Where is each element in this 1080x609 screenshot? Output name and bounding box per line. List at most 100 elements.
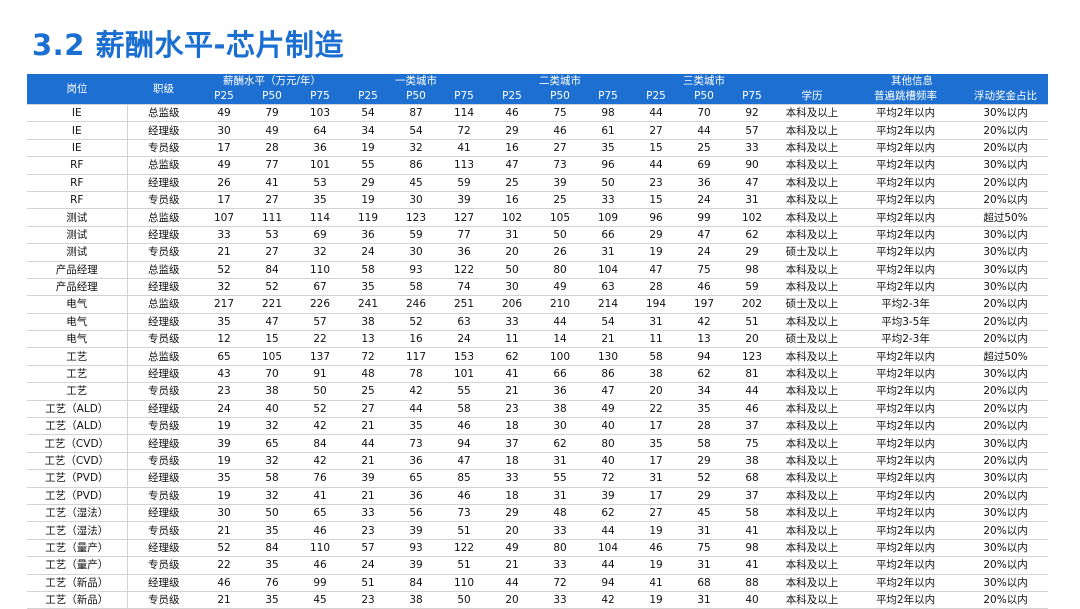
tier2-p25-cell: 21 [488, 382, 537, 401]
tier1-p50-cell: 73 [392, 434, 441, 453]
tier3-p25-cell: 44 [632, 156, 681, 175]
tier3-p50-cell: 94 [680, 347, 729, 366]
bonus-ratio-cell: 超过50% [963, 208, 1049, 227]
base-p75-cell: 99 [296, 574, 345, 592]
table-row: 产品经理 总监级 52 84 110 58 93 122 50 80 104 47 75 98 本科及以上平… [27, 261, 1049, 279]
tier3-p50-cell: 25 [680, 139, 729, 158]
base-p50-cell: 40 [248, 400, 296, 419]
job-hop-cell: 平均2年以内 [848, 121, 964, 140]
job-hop-cell: 平均2年以内 [848, 469, 964, 488]
tier1-p25-cell: 119 [344, 208, 393, 227]
tier1-p75-cell: 59 [440, 174, 489, 192]
header-p50: P50 [248, 89, 296, 105]
education-cell: 本科及以上 [776, 556, 849, 575]
job-hop-cell: 平均2年以内 [848, 347, 964, 366]
tier1-p25-cell: 25 [344, 382, 393, 401]
table-row: 工艺 专员级 23 38 50 25 42 55 21 36 47 20 34 44 本科及以上 平均2年以内… [27, 382, 1049, 401]
job-hop-cell: 平均2年以内 [848, 539, 964, 558]
role-cell: RF [27, 174, 128, 192]
tier1-p25-cell: 72 [344, 347, 393, 366]
tier3-p25-cell: 27 [632, 504, 681, 523]
tier1-p50-cell: 36 [392, 487, 441, 505]
education-cell: 本科及以上 [776, 400, 849, 419]
base-p75-cell: 57 [296, 313, 345, 332]
level-cell: 总监级 [127, 208, 200, 227]
level-cell: 总监级 [127, 103, 200, 123]
base-p75-cell: 22 [296, 330, 345, 349]
bonus-ratio-cell: 30%以内 [963, 539, 1049, 558]
tier1-p50-cell: 39 [392, 556, 441, 575]
tier3-p50-cell: 52 [680, 469, 729, 488]
tier1-p75-cell: 73 [440, 504, 489, 523]
tier2-p50-cell: 50 [536, 226, 585, 245]
tier3-p75-cell: 40 [728, 591, 777, 609]
base-p50-cell: 77 [248, 156, 296, 175]
table-row: 电气 总监级 217 221 226 241 246 251 206 210 214 194 197 20… [27, 295, 1049, 314]
tier3-p25-cell: 44 [632, 103, 681, 123]
job-hop-cell: 平均2年以内 [848, 365, 964, 384]
table-row: 工艺 经理级 43 70 91 48 78 101 41 66 86 38 62 81 本科及以上 平均2年以… [27, 365, 1049, 384]
bonus-ratio-cell: 20%以内 [963, 417, 1049, 436]
base-p25-cell: 35 [200, 313, 248, 332]
bonus-ratio-cell: 20%以内 [963, 400, 1049, 419]
table-row: RF 总监级 49 77 101 55 86 113 47 73 96 44 69 90 本科及以上 平均2年… [27, 156, 1049, 175]
tier1-p75-cell: 50 [440, 591, 489, 609]
tier1-p25-cell: 38 [344, 313, 393, 332]
tier3-p75-cell: 41 [728, 556, 777, 575]
bonus-ratio-cell: 30%以内 [963, 504, 1049, 523]
tier2-p75-cell: 66 [584, 226, 633, 245]
tier3-p75-cell: 62 [728, 226, 777, 245]
tier2-p50-cell: 55 [536, 469, 585, 488]
base-p50-cell: 47 [248, 313, 296, 332]
level-cell: 经理级 [127, 278, 200, 297]
tier2-p75-cell: 49 [584, 400, 633, 419]
tier2-p25-cell: 44 [488, 574, 537, 592]
tier3-p25-cell: 29 [632, 226, 681, 245]
tier2-p50-cell: 105 [536, 208, 585, 227]
tier2-p25-cell: 49 [488, 539, 537, 558]
tier2-p75-cell: 80 [584, 434, 633, 453]
table-row: 电气 专员级 12 15 22 13 16 24 11 14 21 11 13 20 硕士及以上 平均2-3年… [27, 330, 1049, 349]
tier2-p75-cell: 44 [584, 556, 633, 575]
tier3-p75-cell: 31 [728, 191, 777, 210]
tier2-p25-cell: 16 [488, 139, 537, 158]
base-p75-cell: 91 [296, 365, 345, 384]
tier1-p50-cell: 87 [392, 103, 441, 123]
education-cell: 本科及以上 [776, 156, 849, 175]
base-p50-cell: 84 [248, 261, 296, 279]
tier1-p25-cell: 36 [344, 226, 393, 245]
job-hop-cell: 平均2年以内 [848, 382, 964, 401]
tier1-p50-cell: 39 [392, 521, 441, 540]
level-cell: 经理级 [127, 313, 200, 332]
tier1-p75-cell: 113 [440, 156, 489, 175]
base-p75-cell: 137 [296, 347, 345, 366]
education-cell: 本科及以上 [776, 591, 849, 609]
level-cell: 专员级 [127, 243, 200, 262]
tier2-p75-cell: 94 [584, 574, 633, 592]
header-p25: P25 [344, 89, 393, 105]
table-row: 工艺（量产） 经理级 52 84 110 57 93 122 49 80 104 46 75 98 本科及以… [27, 539, 1049, 558]
tier1-p25-cell: 13 [344, 330, 393, 349]
tier3-p25-cell: 19 [632, 243, 681, 262]
tier1-p50-cell: 65 [392, 469, 441, 488]
tier1-p75-cell: 63 [440, 313, 489, 332]
tier2-p75-cell: 109 [584, 208, 633, 227]
table-row: 工艺（新品） 专员级 21 35 45 23 38 50 20 33 42 19 31 40 本科及以上 平均… [27, 591, 1049, 609]
base-p50-cell: 35 [248, 591, 296, 609]
role-cell: 测试 [27, 208, 128, 227]
tier2-p25-cell: 20 [488, 243, 537, 262]
tier2-p75-cell: 44 [584, 521, 633, 540]
bonus-ratio-cell: 20%以内 [963, 330, 1049, 349]
tier2-p50-cell: 25 [536, 191, 585, 210]
job-hop-cell: 平均2年以内 [848, 226, 964, 245]
tier2-p50-cell: 73 [536, 156, 585, 175]
tier3-p75-cell: 90 [728, 156, 777, 175]
tier2-p25-cell: 18 [488, 417, 537, 436]
tier3-p25-cell: 58 [632, 347, 681, 366]
job-hop-cell: 平均2年以内 [848, 243, 964, 262]
tier1-p50-cell: 123 [392, 208, 441, 227]
tier2-p25-cell: 206 [488, 295, 537, 314]
tier2-p25-cell: 29 [488, 504, 537, 523]
tier3-p75-cell: 57 [728, 121, 777, 140]
tier2-p75-cell: 50 [584, 174, 633, 192]
